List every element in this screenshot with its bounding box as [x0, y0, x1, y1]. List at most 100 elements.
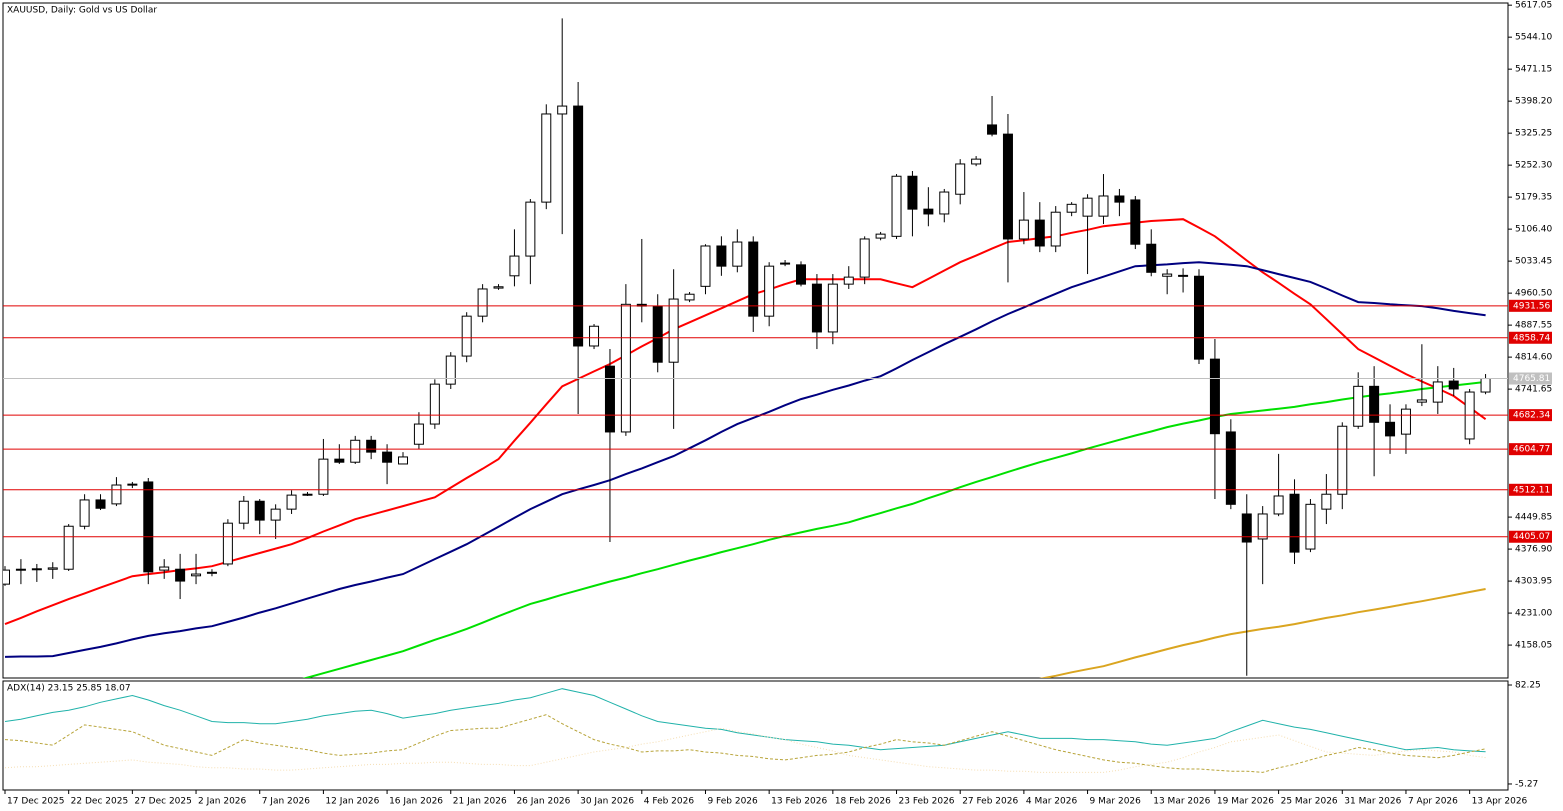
- level-label-box: [1509, 372, 1552, 385]
- y-tick-label: 5106.40: [1515, 225, 1552, 235]
- candle-body: [31, 568, 42, 571]
- candle-body: [445, 355, 456, 385]
- candle-body: [1146, 243, 1157, 273]
- y-tick-label: 5179.35: [1515, 193, 1552, 203]
- y-tick-label: 5544.10: [1515, 33, 1552, 43]
- x-tick-label: 9 Feb 2026: [707, 797, 758, 807]
- candle-body: [493, 286, 504, 289]
- candle-body: [1416, 399, 1427, 403]
- candle-body: [923, 208, 934, 215]
- candle-body: [461, 315, 472, 357]
- candle-body: [1289, 493, 1300, 553]
- candle-body: [796, 264, 806, 285]
- candle-body: [413, 423, 424, 445]
- candle-body: [429, 383, 440, 425]
- x-tick-label: 26 Jan 2026: [516, 797, 570, 807]
- candle-body: [175, 568, 186, 582]
- level-label: 4512.11: [1513, 485, 1550, 495]
- x-tick-label: 13 Mar 2026: [1153, 797, 1210, 807]
- candle-body: [477, 288, 488, 317]
- candle-body: [366, 439, 377, 453]
- candle-body: [1066, 203, 1077, 213]
- candle-body: [1162, 273, 1173, 277]
- candle-body: [79, 499, 90, 527]
- candle-body: [127, 483, 138, 486]
- x-tick-label: 30 Jan 2026: [580, 797, 634, 807]
- level-label-box: [1509, 530, 1552, 543]
- x-tick-label: 19 Mar 2026: [1217, 797, 1274, 807]
- x-tick-label: 13 Apr 2026: [1472, 797, 1528, 807]
- indicator-line: [4, 688, 1486, 753]
- y-tick-label: 5617.05: [1515, 1, 1552, 11]
- x-tick-label: 22 Dec 2025: [71, 797, 128, 807]
- candle-body: [318, 458, 329, 495]
- x-tick-label: 12 Jan 2026: [325, 797, 379, 807]
- level-label: 4682.34: [1513, 411, 1550, 421]
- y-tick-label: 4814.60: [1515, 353, 1552, 363]
- candle-body: [1194, 275, 1204, 360]
- candle-body: [1082, 197, 1093, 217]
- candle-body: [254, 500, 265, 521]
- candle-body: [1209, 358, 1220, 435]
- y-tick-label: 5033.45: [1515, 257, 1552, 267]
- candle-body: [1130, 199, 1141, 245]
- y-tick-label: 4960.50: [1515, 289, 1552, 299]
- x-tick-label: 16 Jan 2026: [389, 797, 443, 807]
- candle-body: [668, 298, 679, 363]
- candle-body: [222, 522, 233, 565]
- x-tick-label: 27 Feb 2026: [962, 797, 1018, 807]
- x-tick-label: 7 Jan 2026: [262, 797, 310, 807]
- candle-body: [1385, 421, 1396, 437]
- indicator-line: [4, 714, 1486, 773]
- candle-body: [684, 293, 695, 301]
- y-tick-label: 5325.25: [1515, 129, 1552, 139]
- level-label-box: [1509, 483, 1552, 496]
- level-label-box: [1509, 409, 1552, 422]
- candle-body: [398, 456, 408, 465]
- candle-body: [47, 567, 58, 570]
- candle-body: [95, 499, 106, 509]
- candle-body: [1400, 408, 1411, 435]
- y-tick-label: 4741.65: [1515, 385, 1552, 395]
- level-label: 4858.74: [1513, 333, 1550, 343]
- candle-body: [907, 175, 918, 210]
- candle-body: [1321, 493, 1332, 510]
- candle-body: [159, 566, 170, 571]
- x-tick-label: 13 Feb 2026: [771, 797, 827, 807]
- candle-body: [859, 238, 870, 278]
- x-tick-label: 17 Dec 2025: [7, 797, 65, 807]
- candle-body: [1018, 219, 1029, 240]
- indicator-line: [302, 380, 1486, 678]
- candle-body: [780, 262, 791, 265]
- y-tick-label: -5.27: [1515, 779, 1538, 789]
- candle-body: [764, 265, 775, 317]
- candle-body: [1002, 133, 1013, 240]
- x-tick-label: 27 Dec 2025: [134, 797, 192, 807]
- candle-body: [382, 451, 393, 463]
- candle-body: [1337, 425, 1348, 495]
- candle-body: [238, 500, 249, 524]
- candle-body: [652, 305, 663, 363]
- price-panel: [2, 2, 1509, 679]
- candle-body: [1225, 431, 1236, 505]
- candle-body: [1273, 495, 1284, 515]
- candle-body: [286, 494, 297, 510]
- adx-title: ADX(14) 23.15 25.85 18.07: [7, 684, 131, 694]
- x-tick-label: 18 Feb 2026: [835, 797, 891, 807]
- candle-body: [875, 233, 886, 239]
- candle-body: [270, 508, 281, 521]
- candle-body: [63, 525, 74, 570]
- indicator-line: [1039, 588, 1486, 678]
- candle-body: [509, 255, 520, 277]
- candle-body: [1114, 195, 1125, 203]
- candle-body: [843, 276, 854, 285]
- y-tick-label: 5252.30: [1515, 161, 1552, 171]
- candle-body: [891, 175, 902, 237]
- candle-body: [206, 571, 217, 574]
- candle-body: [827, 283, 838, 333]
- candle-body: [1034, 219, 1045, 247]
- level-label: 4405.07: [1513, 532, 1550, 542]
- y-tick-label: 4449.85: [1515, 513, 1552, 523]
- candle-body: [1257, 513, 1268, 540]
- candle-body: [334, 458, 345, 463]
